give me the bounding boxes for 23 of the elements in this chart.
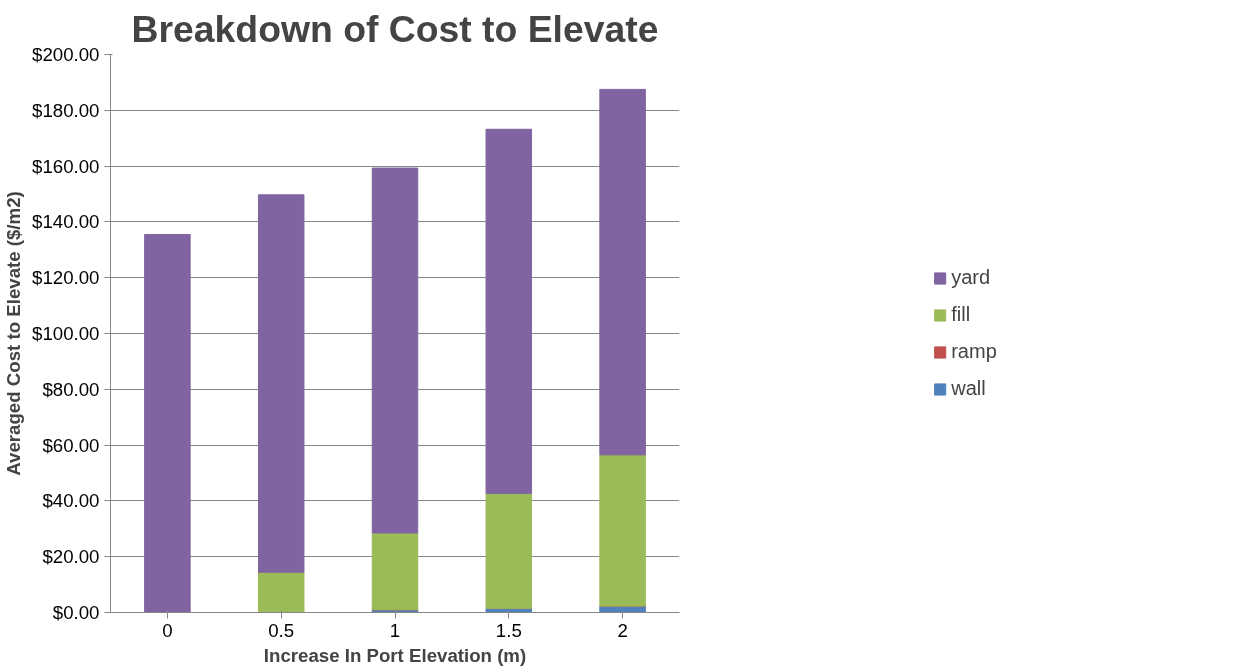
legend-label: fill <box>951 303 972 326</box>
y-tick-label: $40.00 <box>42 490 100 512</box>
legend-label: ramp <box>951 340 997 363</box>
x-tick-label: 0 <box>162 619 173 641</box>
y-tick-label: $60.00 <box>42 434 100 456</box>
x-tick-label: 0.5 <box>268 619 295 641</box>
y-tick-label: $100.00 <box>32 323 100 344</box>
x-axis-title: Increase In Port Elevation (m) <box>263 644 527 666</box>
legend-label: yard <box>951 266 991 289</box>
chart-title: Breakdown of Cost to Elevate <box>131 7 659 50</box>
y-tick-label: $160.00 <box>32 155 100 177</box>
x-tick-label: 1.5 <box>495 619 522 641</box>
y-tick-label: $120.00 <box>32 267 100 289</box>
y-tick-label: $180.00 <box>32 99 100 121</box>
legend-label: wall <box>951 377 986 400</box>
y-tick-label: $0.00 <box>52 602 100 623</box>
y-tick-label: $20.00 <box>42 546 100 568</box>
y-tick-label: $80.00 <box>42 378 100 400</box>
x-tick-label: 2 <box>617 619 628 641</box>
y-axis-title: Averaged Cost to Elevate ($/m2) <box>3 191 25 476</box>
y-tick-label: $200.00 <box>32 44 100 65</box>
y-tick-label: $140.00 <box>32 211 100 233</box>
x-tick-label: 1 <box>389 619 401 641</box>
